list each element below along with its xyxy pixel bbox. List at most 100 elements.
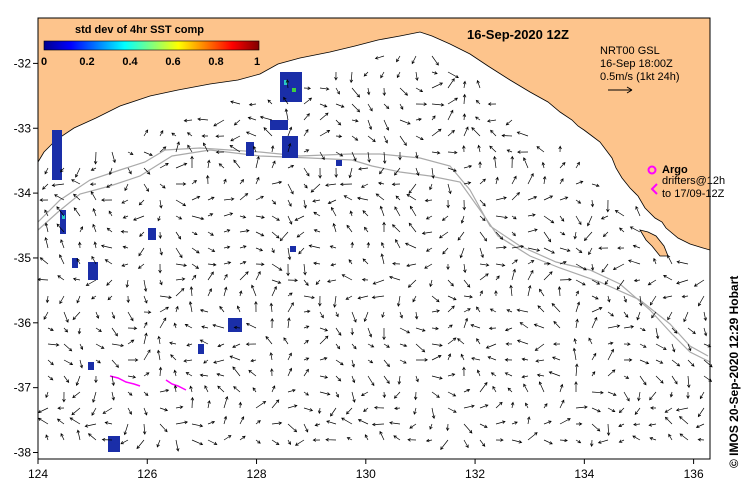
current-arrow <box>607 311 614 317</box>
current-arrow <box>213 119 225 127</box>
current-arrow <box>479 290 483 297</box>
current-arrow <box>647 279 657 286</box>
current-arrow <box>504 327 513 332</box>
current-arrow <box>413 391 418 401</box>
current-arrow <box>488 326 497 331</box>
current-arrow <box>663 275 673 281</box>
current-arrow <box>479 439 486 447</box>
current-arrow <box>463 181 472 185</box>
current-arrow <box>618 423 625 427</box>
current-arrow <box>393 391 401 399</box>
current-arrow <box>509 284 513 297</box>
current-arrow <box>505 342 513 346</box>
current-arrow <box>127 391 133 396</box>
current-arrow <box>494 290 498 297</box>
current-arrow <box>287 367 293 377</box>
current-arrow <box>287 199 292 207</box>
current-arrow <box>431 326 439 331</box>
current-arrow <box>575 263 587 271</box>
current-arrow <box>94 375 98 384</box>
current-arrow <box>457 338 465 345</box>
current-arrow <box>591 279 601 285</box>
current-arrow <box>527 284 532 297</box>
current-arrow <box>583 231 593 242</box>
current-arrow <box>447 71 459 79</box>
current-arrow <box>331 206 337 217</box>
current-arrow <box>283 337 289 345</box>
current-arrow <box>463 423 473 434</box>
current-arrow <box>695 423 705 428</box>
current-arrow <box>463 164 473 169</box>
current-arrow <box>120 229 129 234</box>
current-arrow <box>159 388 170 393</box>
current-arrow <box>399 343 408 348</box>
current-arrow <box>191 180 197 185</box>
current-arrow <box>371 295 385 299</box>
current-arrow <box>203 359 209 364</box>
current-arrow <box>158 263 162 274</box>
current-arrow <box>476 338 481 345</box>
current-arrow <box>265 335 273 345</box>
current-arrow <box>559 178 564 185</box>
current-arrow <box>495 401 503 409</box>
current-arrow <box>457 231 465 241</box>
current-arrow <box>327 199 337 205</box>
current-arrow <box>653 257 657 265</box>
current-arrow <box>156 439 161 448</box>
current-arrow <box>90 167 97 171</box>
current-arrow <box>380 71 385 79</box>
current-arrow <box>239 271 249 281</box>
current-arrow <box>591 316 598 329</box>
current-arrow <box>697 407 705 418</box>
current-arrow <box>271 160 276 169</box>
current-arrow <box>351 87 361 98</box>
current-arrow <box>71 179 81 185</box>
current-arrow <box>511 231 516 237</box>
current-arrow <box>551 302 561 313</box>
current-arrow <box>607 407 616 413</box>
current-arrow <box>159 423 168 433</box>
current-arrow <box>56 418 65 425</box>
current-arrow <box>308 244 321 249</box>
current-arrow <box>407 438 417 442</box>
current-arrow <box>389 421 401 425</box>
current-arrow <box>157 335 161 345</box>
current-arrow <box>424 263 433 269</box>
current-arrow <box>559 438 568 443</box>
current-arrow <box>159 247 163 256</box>
current-arrow <box>505 119 513 126</box>
current-arrow <box>588 247 593 256</box>
current-arrow <box>92 208 97 217</box>
current-arrow <box>59 254 65 265</box>
current-arrow <box>159 130 164 137</box>
current-arrow <box>158 231 163 239</box>
current-arrow <box>460 215 465 224</box>
current-arrow <box>232 343 241 348</box>
current-arrow <box>542 175 547 185</box>
current-arrow <box>271 385 276 393</box>
current-arrow <box>623 325 635 329</box>
current-arrow <box>516 131 529 137</box>
current-arrow <box>381 311 385 318</box>
current-arrow <box>429 183 433 191</box>
current-arrow <box>600 215 609 220</box>
current-arrow <box>351 119 359 123</box>
current-arrow <box>207 262 217 267</box>
y-tick-label: -34 <box>14 186 32 200</box>
plot-frame <box>37 17 711 460</box>
current-speed-legend: NRT00 GSL 16-Sep 18:00Z 0.5m/s (1kt 24h) <box>600 45 679 94</box>
current-arrow <box>606 423 611 437</box>
current-arrow <box>575 318 579 329</box>
current-arrow <box>490 372 497 377</box>
argo-label: Argo <box>662 164 688 176</box>
current-arrow <box>102 407 113 414</box>
current-arrow <box>372 279 385 285</box>
current-arrow <box>57 406 65 410</box>
current-arrow <box>271 231 280 239</box>
current-arrow <box>287 247 292 261</box>
current-arrow <box>357 419 369 425</box>
current-arrow <box>607 348 614 361</box>
current-arrow <box>404 242 417 249</box>
current-arrow <box>84 423 97 428</box>
current-arrow <box>360 183 369 188</box>
